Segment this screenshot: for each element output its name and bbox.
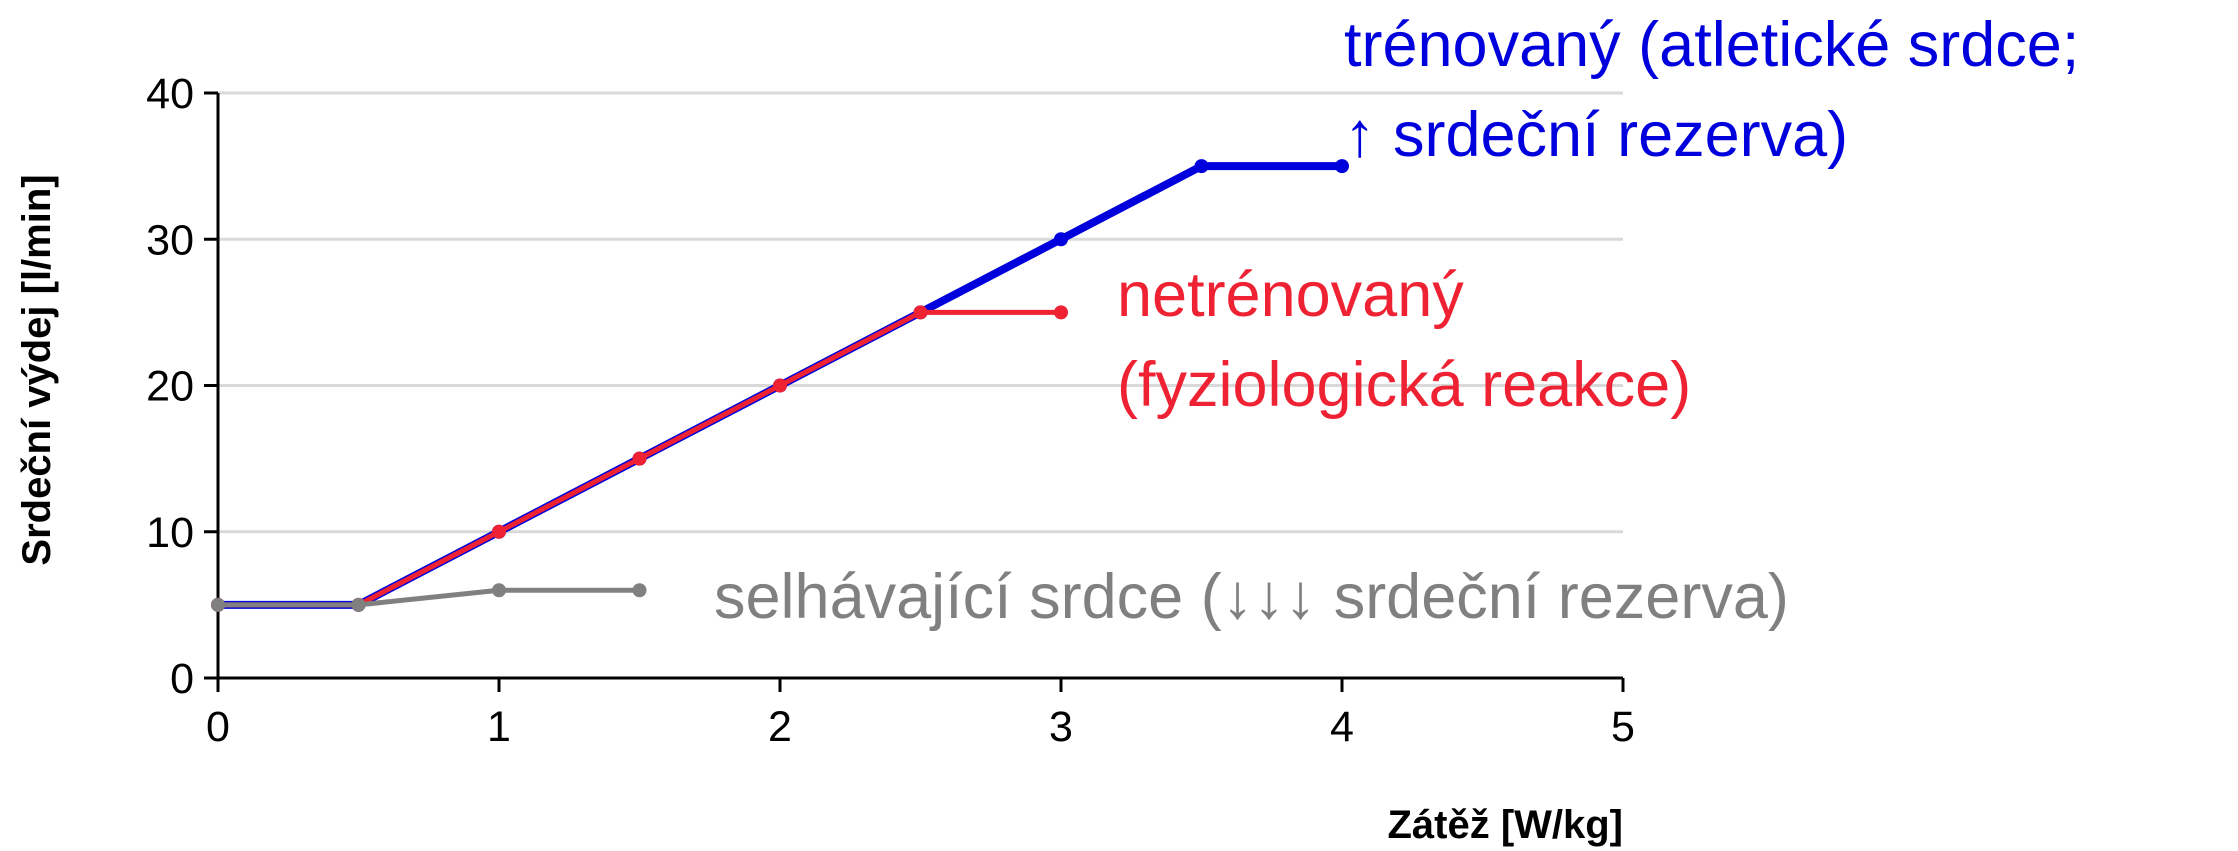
y-tick-label: 30: [146, 216, 194, 264]
x-tick-label: 3: [1049, 703, 1073, 751]
x-tick-label: 5: [1611, 703, 1635, 751]
marker: [1194, 159, 1209, 174]
marker: [913, 305, 928, 320]
series-line: [218, 587, 640, 608]
marker: [1054, 305, 1068, 320]
x-tick-label: 1: [487, 703, 511, 751]
marker: [211, 597, 225, 612]
marker: [632, 583, 647, 598]
series-label: trénovaný (atletické srdce; ↑ srdeční re…: [1344, 10, 2080, 170]
marker: [492, 583, 506, 598]
marker: [632, 451, 647, 466]
series-label: netrénovaný (fyziologická reakce): [1117, 260, 1692, 420]
marker: [1054, 232, 1068, 247]
x-tick-label: 4: [1330, 703, 1354, 751]
marker: [773, 378, 787, 393]
marker: [1335, 159, 1349, 174]
x-tick-label: 0: [206, 703, 230, 751]
marker: [492, 524, 506, 539]
marker: [351, 597, 366, 612]
y-axis-title: Srdeční výdej [l/min]: [15, 174, 59, 565]
x-tick-label: 2: [768, 703, 792, 751]
y-tick-label: 0: [170, 655, 194, 703]
series-label: selhávající srdce (↓↓↓ srdeční rezerva): [714, 562, 1789, 632]
y-tick-label: 40: [146, 70, 194, 118]
y-tick-label: 20: [146, 363, 194, 411]
x-axis-title: Zátěž [W/kg]: [1387, 803, 1623, 847]
y-tick-label: 10: [146, 509, 194, 557]
